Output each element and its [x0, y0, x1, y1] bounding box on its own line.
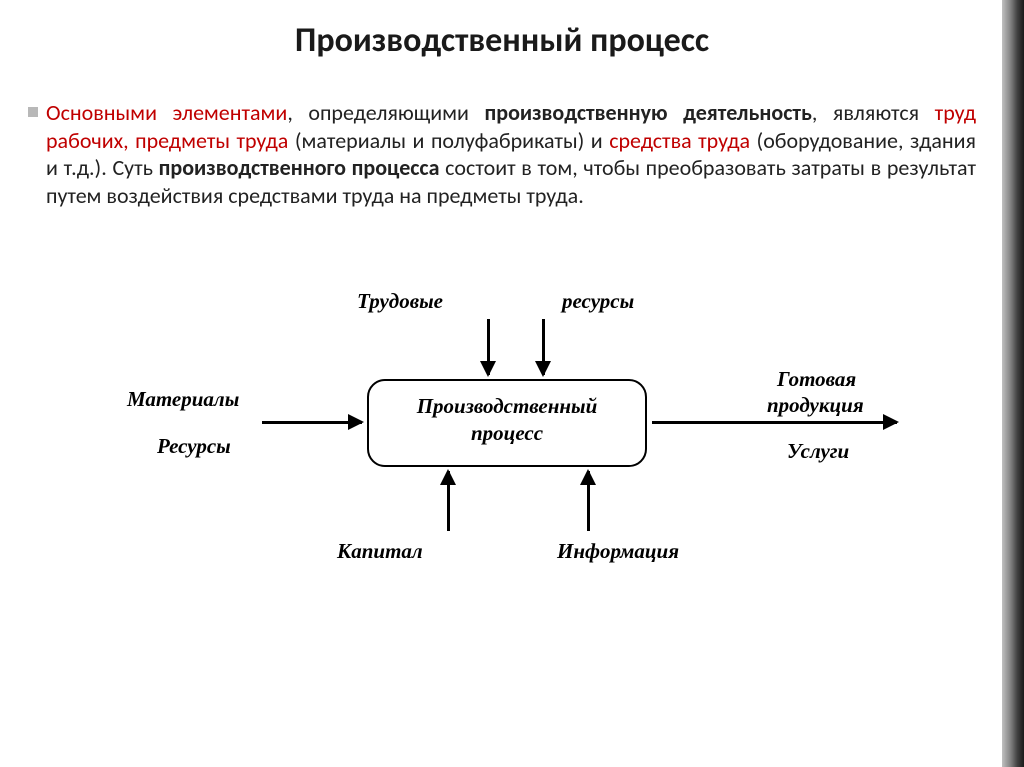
lbl-left-bottom: Ресурсы: [157, 434, 231, 459]
txt-7: средства труда: [609, 127, 750, 154]
bullet-icon: [28, 107, 38, 117]
process-diagram: Производственный процесс Трудовые ресурс…: [87, 249, 917, 589]
center-box: Производственный процесс: [367, 379, 647, 467]
slide-content: Производственный процесс Основными элеме…: [0, 0, 1024, 609]
center-line2: процесс: [369, 420, 645, 447]
arrow-bottom-1: [447, 471, 450, 531]
slide-right-border: [1002, 0, 1024, 767]
page-title: Производственный процесс: [28, 20, 976, 61]
lbl-bottom-right: Информация: [557, 539, 679, 564]
txt-1: Основными элементами: [46, 99, 287, 126]
body-paragraph: Основными элементами, определяющими прои…: [28, 99, 976, 209]
arrow-right-out: [652, 421, 897, 424]
lbl-top-left: Трудовые: [357, 289, 443, 314]
lbl-right-bottom: Услуги: [787, 439, 849, 464]
arrow-left-in: [262, 421, 362, 424]
lbl-bottom-left: Капитал: [337, 539, 423, 564]
txt-2: , определяющими: [287, 99, 484, 126]
arrow-top-2: [542, 319, 545, 375]
center-line1: Производственный: [369, 393, 645, 420]
lbl-right-top1: Готовая: [777, 367, 856, 392]
arrow-top-1: [487, 319, 490, 375]
txt-3: производственную деятельность: [485, 99, 812, 126]
lbl-top-right: ресурсы: [562, 289, 634, 314]
txt-9: производственного процесса: [159, 154, 440, 181]
txt-6: (материалы и полуфабрикаты) и: [288, 127, 609, 154]
lbl-left-top: Материалы: [127, 387, 239, 412]
arrow-bottom-2: [587, 471, 590, 531]
lbl-right-top2: продукция: [767, 393, 864, 418]
txt-4: , являются: [812, 99, 935, 126]
